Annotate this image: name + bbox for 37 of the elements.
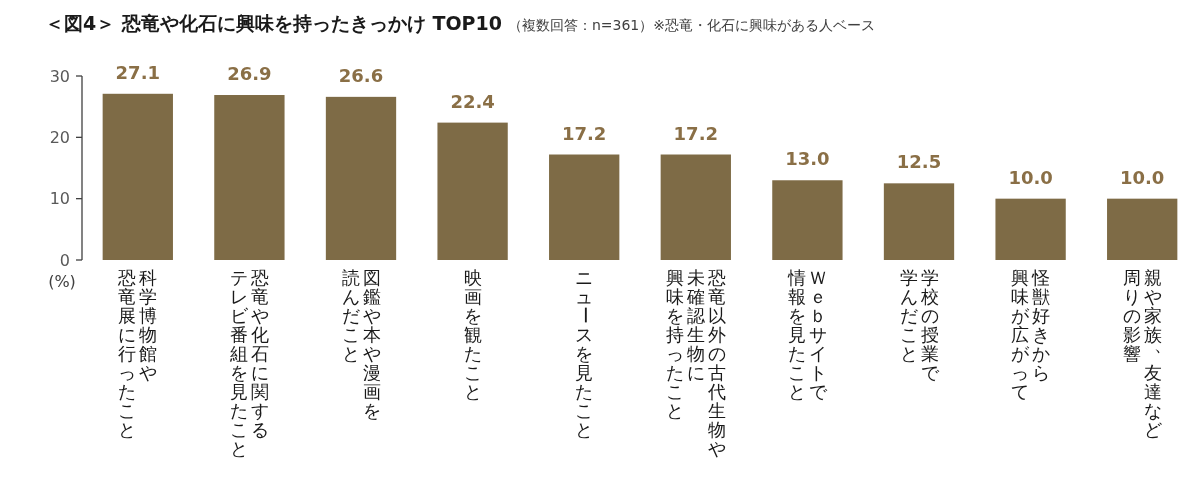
bar — [549, 154, 620, 260]
x-tick-label: Ｗｅｂサイトで情報を見たこと — [786, 266, 828, 402]
x-tick-label: 映画を観たこと — [463, 266, 483, 402]
x-tick-label: 親や家族、友達など周りの影響 — [1122, 266, 1173, 440]
data-label: 22.4 — [450, 90, 495, 112]
data-label: 13.0 — [785, 148, 830, 170]
bar — [995, 198, 1066, 260]
x-tick-label: 科学博物館や恐竜展に行ったこと — [117, 266, 159, 440]
data-label: 17.2 — [561, 122, 607, 144]
x-tick-label: ニュースを見たこと — [575, 266, 597, 440]
data-label: 27.1 — [115, 61, 161, 83]
bar — [325, 96, 397, 260]
bar — [1107, 198, 1178, 260]
x-tick-label: 恐竜以外の古代生物や未確認生物に興味を持ったこと — [665, 266, 727, 459]
x-tick-label: 恐竜や化石に関するテレビ番組を見たこと — [228, 266, 270, 459]
data-label: 17.2 — [673, 122, 719, 144]
y-tick-label: 20 — [49, 127, 70, 147]
bar — [214, 95, 285, 260]
bar — [772, 180, 843, 260]
y-tick-label: 0 — [59, 250, 70, 270]
data-label: 10.0 — [1008, 166, 1053, 188]
x-tick-label: 怪獣好きから興味が広がって — [1011, 266, 1052, 402]
bar — [660, 154, 731, 260]
data-label: 26.9 — [227, 63, 272, 85]
data-label: 10.0 — [1119, 166, 1165, 188]
chart-subtitle: （複数回答：n=361）※恐竜・化石に興味がある人ベース — [507, 17, 875, 33]
y-tick-label: 30 — [49, 66, 70, 86]
bar — [883, 183, 955, 260]
bar — [437, 122, 508, 260]
data-label: 12.5 — [896, 151, 942, 173]
data-label: 26.6 — [338, 64, 384, 86]
y-tick-label: 10 — [49, 189, 70, 209]
chart-title: ＜図4＞ 恐竜や化石に興味を持ったきっかけ TOP10 — [45, 12, 502, 34]
bar — [102, 93, 173, 260]
y-axis-title: (%) — [48, 272, 76, 291]
x-tick-label: 図鑑や本や漫画を読んだこと — [341, 266, 382, 421]
x-tick-label: 学校の授業で学んだこと — [899, 266, 940, 383]
